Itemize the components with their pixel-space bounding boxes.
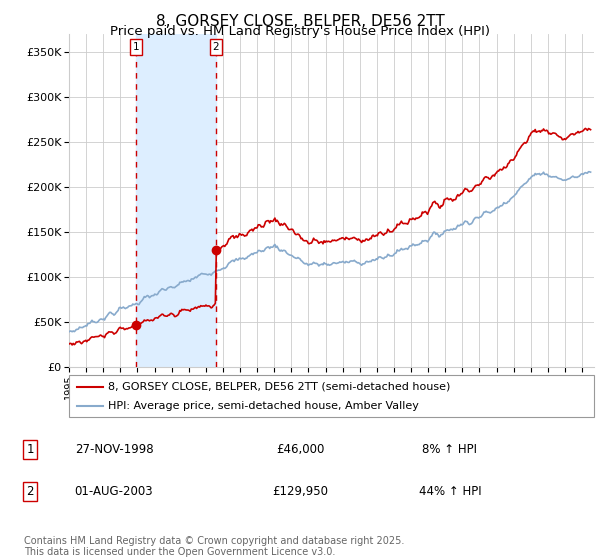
Text: Price paid vs. HM Land Registry's House Price Index (HPI): Price paid vs. HM Land Registry's House … [110, 25, 490, 38]
Text: £129,950: £129,950 [272, 485, 328, 498]
Text: 1: 1 [133, 42, 139, 52]
Text: 01-AUG-2003: 01-AUG-2003 [74, 485, 154, 498]
Text: Contains HM Land Registry data © Crown copyright and database right 2025.
This d: Contains HM Land Registry data © Crown c… [24, 535, 404, 557]
Text: 1: 1 [26, 443, 34, 456]
Text: 8, GORSEY CLOSE, BELPER, DE56 2TT: 8, GORSEY CLOSE, BELPER, DE56 2TT [155, 14, 445, 29]
Text: 2: 2 [26, 485, 34, 498]
Text: £46,000: £46,000 [276, 443, 324, 456]
Text: 8, GORSEY CLOSE, BELPER, DE56 2TT (semi-detached house): 8, GORSEY CLOSE, BELPER, DE56 2TT (semi-… [109, 381, 451, 391]
Text: 8% ↑ HPI: 8% ↑ HPI [422, 443, 478, 456]
Text: 27-NOV-1998: 27-NOV-1998 [74, 443, 154, 456]
Text: 44% ↑ HPI: 44% ↑ HPI [419, 485, 481, 498]
Bar [136, 34, 216, 367]
Text: 2: 2 [212, 42, 219, 52]
Text: HPI: Average price, semi-detached house, Amber Valley: HPI: Average price, semi-detached house,… [109, 401, 419, 411]
